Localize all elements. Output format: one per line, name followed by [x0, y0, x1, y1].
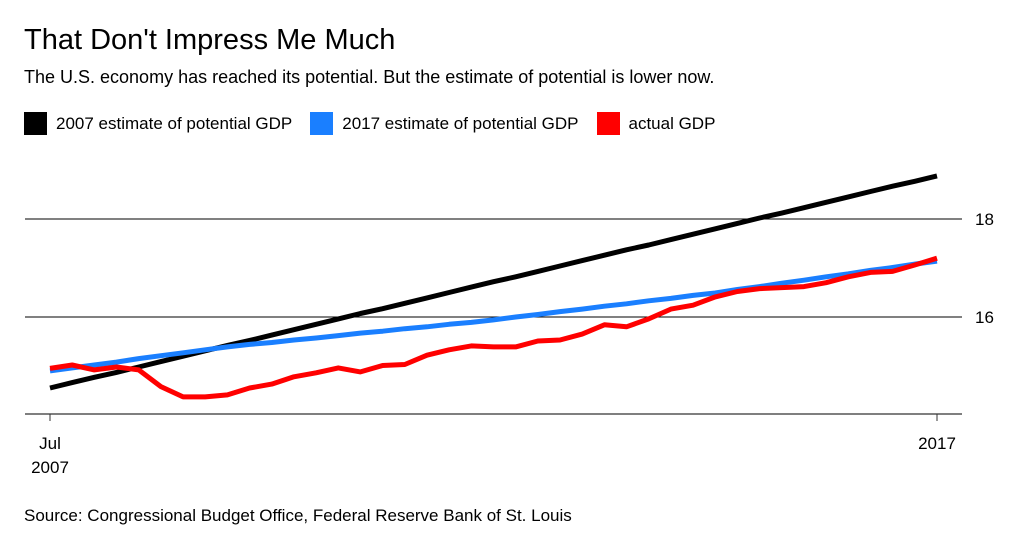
- legend-item-actual-gdp: actual GDP: [596, 112, 716, 135]
- x-tick-label-jul: Jul: [39, 434, 61, 453]
- legend-label: 2007 estimate of potential GDP: [56, 113, 293, 133]
- y-tick-label-18: 18: [975, 210, 994, 229]
- legend-label: actual GDP: [628, 113, 716, 133]
- y-tick-label-16: 16: [975, 308, 994, 327]
- legend-swatch: [24, 112, 47, 135]
- legend-swatch: [310, 112, 334, 135]
- legend-swatch: [596, 112, 620, 135]
- source-note: Source: Congressional Budget Office, Fed…: [24, 506, 572, 525]
- series-2017-estimate-line: [49, 258, 938, 374]
- series-actual-gdp-line: [49, 255, 938, 400]
- x-tick-label-2017: 2017: [918, 434, 956, 453]
- chart-subtitle: The U.S. economy has reached its potenti…: [24, 67, 715, 87]
- legend: 2007 estimate of potential GDP 2017 esti…: [24, 112, 715, 135]
- legend-label: 2017 estimate of potential GDP: [342, 113, 579, 133]
- chart-title: That Don't Impress Me Much: [24, 24, 396, 56]
- legend-item-2017-estimate: 2017 estimate of potential GDP: [310, 112, 579, 135]
- legend-item-2007-estimate: 2007 estimate of potential GDP: [24, 112, 292, 135]
- x-tick-label-2007: 2007: [31, 458, 69, 477]
